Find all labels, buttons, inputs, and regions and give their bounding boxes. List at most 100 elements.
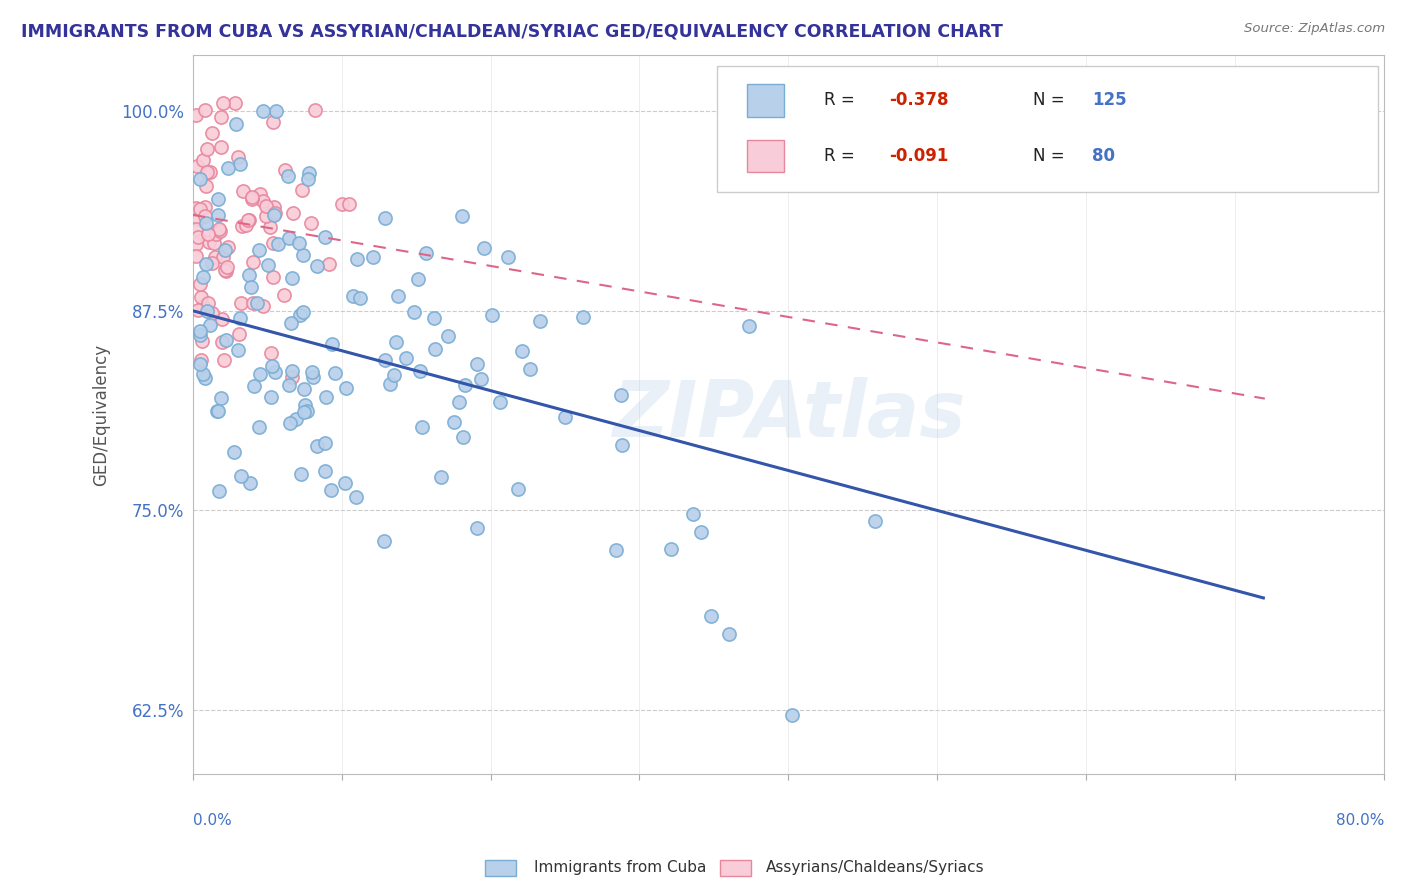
Point bbox=[211, 250, 233, 264]
Point bbox=[197, 227, 219, 241]
Point bbox=[273, 162, 295, 177]
Point bbox=[382, 368, 405, 383]
Text: N =: N = bbox=[1032, 92, 1070, 110]
Point bbox=[215, 264, 238, 278]
Point bbox=[256, 199, 278, 213]
Point bbox=[291, 183, 314, 197]
Point bbox=[247, 243, 270, 257]
Point bbox=[240, 189, 263, 203]
Point bbox=[217, 239, 239, 253]
Point bbox=[184, 248, 207, 262]
Point bbox=[554, 410, 576, 425]
Point bbox=[380, 377, 402, 392]
Point bbox=[195, 257, 218, 271]
Point bbox=[305, 259, 328, 273]
Point bbox=[207, 403, 229, 417]
Point bbox=[215, 333, 238, 347]
Point bbox=[209, 224, 232, 238]
Point bbox=[863, 514, 886, 528]
Text: 80.0%: 80.0% bbox=[1336, 813, 1384, 828]
Point bbox=[451, 430, 474, 444]
Point bbox=[197, 296, 219, 310]
Point bbox=[252, 104, 274, 119]
Point bbox=[257, 258, 280, 272]
Point bbox=[264, 104, 287, 119]
Point bbox=[415, 246, 437, 260]
Point bbox=[262, 236, 284, 251]
Point bbox=[342, 289, 364, 303]
Point bbox=[204, 250, 226, 264]
Point bbox=[193, 299, 215, 313]
Point bbox=[259, 219, 281, 234]
Point bbox=[252, 299, 274, 313]
Text: ZIPAtlas: ZIPAtlas bbox=[612, 376, 965, 452]
Point bbox=[238, 212, 260, 227]
Point bbox=[242, 379, 264, 393]
Point bbox=[319, 483, 342, 497]
Point bbox=[217, 161, 239, 175]
Point bbox=[214, 263, 236, 277]
Point bbox=[187, 229, 209, 244]
Point bbox=[292, 405, 315, 419]
Point bbox=[246, 296, 269, 310]
Point bbox=[330, 197, 353, 211]
Point bbox=[409, 364, 432, 378]
Point bbox=[314, 230, 336, 244]
Point bbox=[690, 524, 713, 539]
Point bbox=[188, 277, 211, 292]
Point bbox=[191, 367, 214, 381]
Point bbox=[187, 302, 209, 317]
Point bbox=[323, 366, 346, 380]
Point bbox=[195, 165, 218, 179]
Point bbox=[280, 316, 302, 330]
Point bbox=[194, 216, 217, 230]
Point bbox=[337, 196, 360, 211]
Point bbox=[198, 164, 221, 178]
Point bbox=[423, 342, 446, 356]
Point bbox=[277, 169, 299, 183]
Point bbox=[451, 209, 474, 223]
Point bbox=[304, 103, 326, 118]
Point bbox=[454, 378, 477, 392]
Point bbox=[201, 256, 224, 270]
Point bbox=[402, 305, 425, 319]
Point bbox=[195, 178, 218, 193]
Point bbox=[481, 308, 503, 322]
Point bbox=[277, 231, 299, 245]
Text: Source: ZipAtlas.com: Source: ZipAtlas.com bbox=[1244, 22, 1385, 36]
Point bbox=[188, 172, 211, 186]
Point bbox=[572, 310, 595, 324]
Point bbox=[496, 250, 519, 264]
Point bbox=[187, 212, 209, 227]
Point bbox=[238, 213, 260, 227]
Text: 80: 80 bbox=[1092, 147, 1115, 165]
Point bbox=[208, 222, 231, 236]
Point bbox=[242, 254, 264, 268]
Point bbox=[717, 627, 740, 641]
Point bbox=[235, 218, 257, 232]
Point bbox=[290, 308, 312, 322]
Point bbox=[361, 251, 384, 265]
Point bbox=[506, 482, 529, 496]
Point bbox=[208, 483, 231, 498]
Point bbox=[346, 252, 368, 266]
Point bbox=[194, 370, 217, 384]
Point bbox=[385, 335, 408, 350]
Point bbox=[229, 468, 252, 483]
Point bbox=[610, 388, 633, 402]
Text: R =: R = bbox=[824, 92, 860, 110]
Text: R =: R = bbox=[824, 147, 860, 165]
Point bbox=[232, 184, 254, 198]
Point bbox=[263, 208, 285, 222]
Point bbox=[449, 394, 471, 409]
Point bbox=[281, 270, 304, 285]
Point bbox=[194, 200, 217, 214]
Point bbox=[252, 194, 274, 209]
Point bbox=[228, 310, 250, 325]
Point bbox=[465, 521, 488, 535]
Point bbox=[302, 369, 325, 384]
Point bbox=[184, 201, 207, 215]
Point bbox=[224, 96, 246, 111]
Point bbox=[288, 236, 311, 251]
Point bbox=[259, 390, 281, 404]
